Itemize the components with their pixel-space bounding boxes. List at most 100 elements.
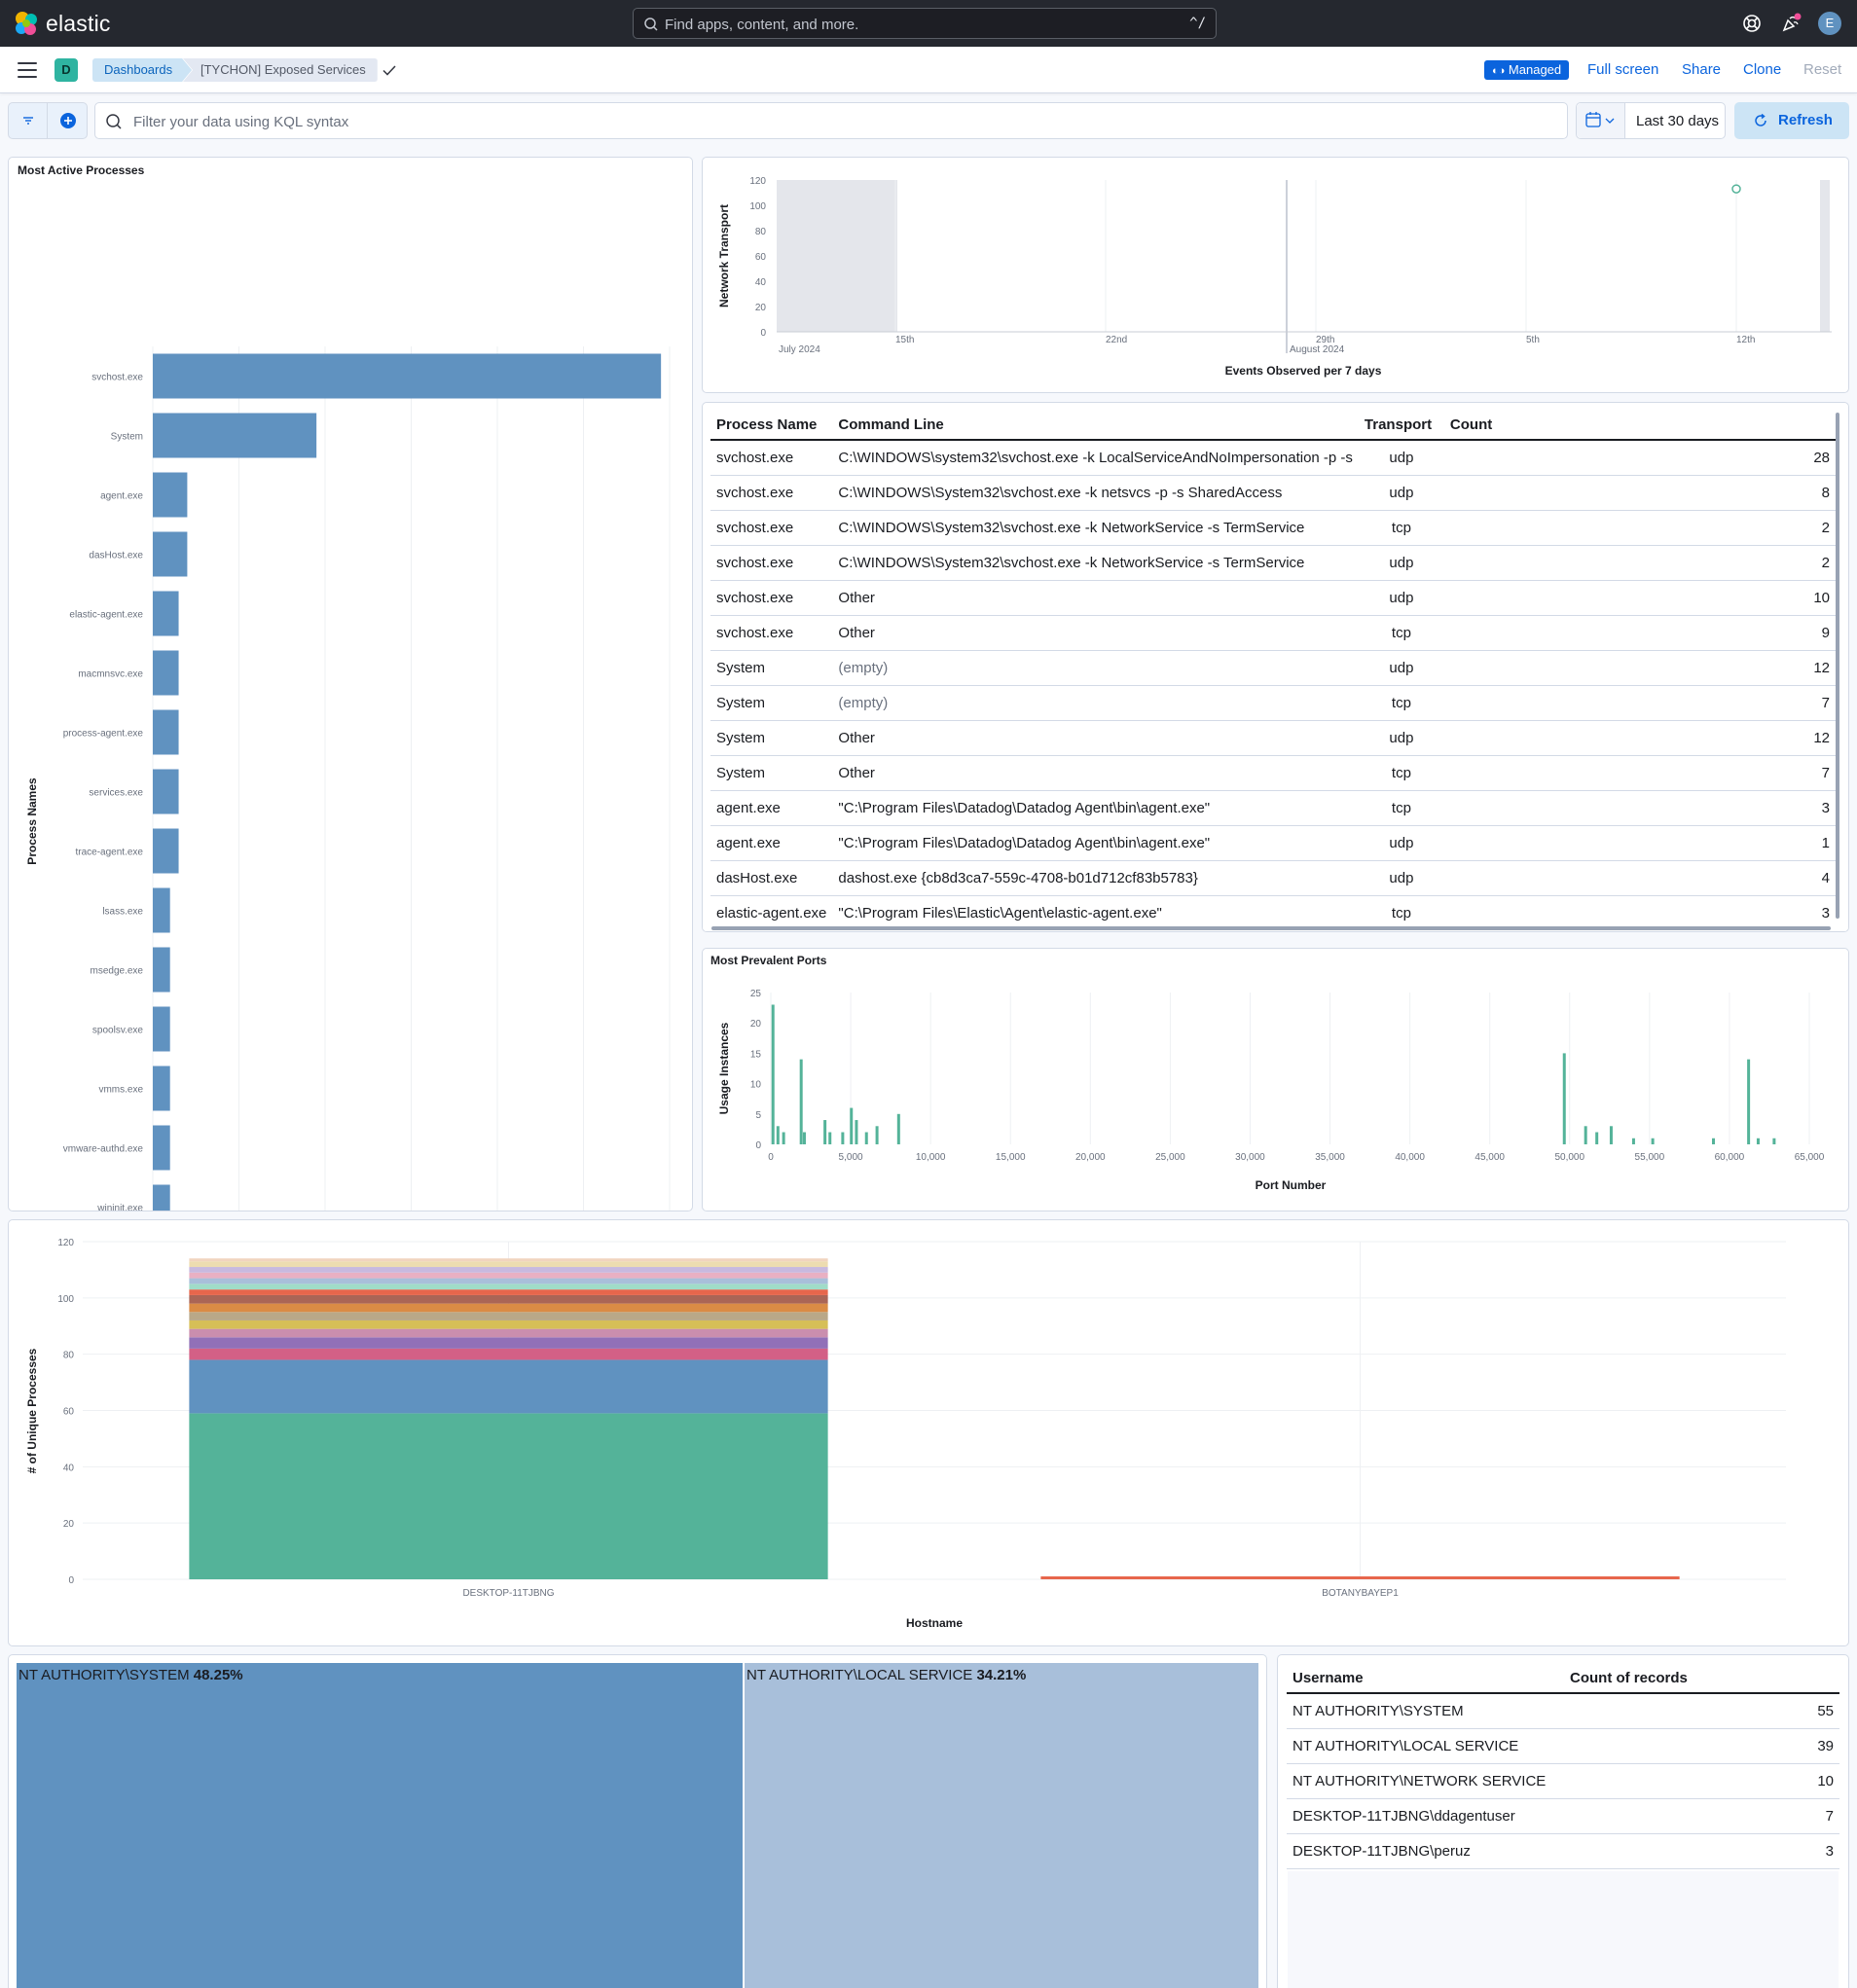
column-header-transport[interactable]: Transport <box>1358 411 1444 441</box>
bar[interactable] <box>896 1113 900 1144</box>
bar[interactable] <box>153 828 179 874</box>
table-row[interactable]: svchost.exe C:\WINDOWS\System32\svchost.e… <box>710 475 1836 511</box>
user-avatar[interactable]: E <box>1818 12 1841 35</box>
table-row[interactable]: svchost.exe C:\WINDOWS\System32\svchost.e… <box>710 545 1836 581</box>
bar[interactable] <box>153 472 188 518</box>
bar[interactable] <box>1562 1053 1566 1144</box>
stack-segment[interactable] <box>189 1267 828 1273</box>
bar[interactable] <box>153 1066 170 1111</box>
bar[interactable] <box>841 1132 845 1144</box>
bar[interactable] <box>1747 1059 1751 1144</box>
bar[interactable] <box>1651 1138 1655 1144</box>
stack-segment[interactable] <box>189 1319 828 1329</box>
space-avatar[interactable]: D <box>55 58 78 82</box>
bar[interactable] <box>153 769 179 814</box>
vertical-scrollbar[interactable] <box>1836 413 1839 919</box>
bar[interactable] <box>799 1059 803 1144</box>
table-row[interactable]: System (empty) udp 12 <box>710 650 1836 686</box>
table-row[interactable]: dasHost.exe dashost.exe {cb8d3ca7-559c-47… <box>710 860 1836 896</box>
bar[interactable] <box>771 1004 775 1144</box>
brand-name[interactable]: elastic <box>46 11 111 36</box>
managed-badge[interactable]: ◐◑ Managed <box>1484 60 1570 80</box>
stack-segment[interactable] <box>189 1272 828 1279</box>
elastic-logo-icon[interactable] <box>14 10 39 37</box>
date-range-label[interactable]: Last 30 days <box>1636 113 1720 129</box>
bar[interactable] <box>828 1132 832 1144</box>
bar[interactable] <box>153 650 179 696</box>
stack-segment[interactable] <box>189 1303 828 1313</box>
bar[interactable] <box>153 1184 170 1212</box>
bar[interactable] <box>1595 1132 1599 1144</box>
bar[interactable] <box>153 531 188 577</box>
stack-segment[interactable] <box>1040 1576 1680 1579</box>
bar[interactable] <box>1584 1126 1587 1144</box>
filter-menu-button[interactable] <box>9 103 48 138</box>
bar[interactable] <box>153 591 179 636</box>
table-row[interactable]: DESKTOP-11TJBNG\ddagentuser 7 <box>1287 1798 1839 1834</box>
bar[interactable] <box>776 1126 780 1144</box>
table-row[interactable]: System Other udp 12 <box>710 720 1836 756</box>
table-row[interactable]: agent.exe "C:\Program Files\Datadog\Datad… <box>710 825 1836 861</box>
stack-segment[interactable] <box>189 1312 828 1320</box>
horizontal-scrollbar[interactable] <box>711 926 1831 930</box>
stack-segment[interactable] <box>189 1261 828 1268</box>
table-row[interactable]: svchost.exe Other tcp 9 <box>710 615 1836 651</box>
table-row[interactable]: agent.exe "C:\Program Files\Datadog\Datad… <box>710 790 1836 826</box>
table-row[interactable]: svchost.exe C:\WINDOWS\System32\svchost.e… <box>710 510 1836 546</box>
stack-segment[interactable] <box>189 1278 828 1284</box>
stack-segment[interactable] <box>189 1294 828 1304</box>
add-filter-button[interactable] <box>49 103 88 138</box>
stack-segment[interactable] <box>189 1283 828 1290</box>
refresh-button[interactable]: Refresh <box>1734 102 1849 139</box>
column-header-process-name[interactable]: Process Name <box>710 411 833 441</box>
table-row[interactable]: DESKTOP-11TJBNG\peruz 3 <box>1287 1833 1839 1869</box>
bar[interactable] <box>153 709 179 755</box>
bar[interactable] <box>855 1120 858 1144</box>
bar[interactable] <box>153 1006 170 1052</box>
clone-button[interactable]: Clone <box>1743 61 1782 78</box>
menu-toggle-button[interactable] <box>18 62 37 78</box>
table-row[interactable]: System (empty) tcp 7 <box>710 685 1836 721</box>
bar[interactable] <box>875 1126 879 1144</box>
bar[interactable] <box>802 1132 806 1144</box>
bar[interactable] <box>1712 1138 1716 1144</box>
breadcrumb-dashboards[interactable]: Dashboards <box>92 58 192 82</box>
treemap-cell[interactable]: NT AUTHORITY\SYSTEM 48.25% <box>17 1663 743 1988</box>
stack-segment[interactable] <box>189 1337 828 1349</box>
stack-segment[interactable] <box>189 1289 828 1295</box>
bar[interactable] <box>153 413 317 458</box>
bar[interactable] <box>1609 1126 1613 1144</box>
bar[interactable] <box>153 353 662 399</box>
data-point[interactable] <box>1731 184 1741 194</box>
column-header-username[interactable]: Username <box>1287 1664 1564 1694</box>
stack-segment[interactable] <box>189 1258 828 1262</box>
bar[interactable] <box>1631 1138 1635 1144</box>
quick-select-button[interactable] <box>1577 103 1625 138</box>
stack-segment[interactable] <box>189 1359 828 1414</box>
treemap-cell[interactable]: NT AUTHORITY\LOCAL SERVICE 34.21% <box>745 1663 1258 1988</box>
stack-segment[interactable] <box>189 1413 828 1579</box>
bar[interactable] <box>782 1132 785 1144</box>
bar[interactable] <box>864 1132 868 1144</box>
column-header-command-line[interactable]: Command Line <box>832 411 1359 441</box>
column-header-count-of-records[interactable]: Count of records <box>1564 1664 1839 1694</box>
bar[interactable] <box>1756 1138 1760 1144</box>
bar[interactable] <box>153 1125 170 1171</box>
bar[interactable] <box>850 1107 854 1144</box>
stack-segment[interactable] <box>189 1348 828 1360</box>
stack-segment[interactable] <box>189 1328 828 1338</box>
table-row[interactable]: NT AUTHORITY\SYSTEM 55 <box>1287 1693 1839 1729</box>
reset-button[interactable]: Reset <box>1803 61 1842 78</box>
table-row[interactable]: svchost.exe Other udp 10 <box>710 580 1836 616</box>
bar[interactable] <box>823 1120 827 1144</box>
share-button[interactable]: Share <box>1682 61 1722 78</box>
bar[interactable] <box>1772 1138 1776 1144</box>
global-search-input[interactable]: Find apps, content, and more. ^/ <box>633 8 1217 39</box>
full-screen-button[interactable]: Full screen <box>1587 61 1659 78</box>
help-icon[interactable] <box>1741 13 1763 34</box>
table-row[interactable]: System Other tcp 7 <box>710 755 1836 791</box>
kql-query-input[interactable]: Filter your data using KQL syntax <box>94 102 1568 139</box>
news-feed-icon[interactable] <box>1780 13 1802 34</box>
table-row[interactable]: NT AUTHORITY\LOCAL SERVICE 39 <box>1287 1728 1839 1764</box>
column-header-count[interactable]: Count <box>1443 411 1836 441</box>
